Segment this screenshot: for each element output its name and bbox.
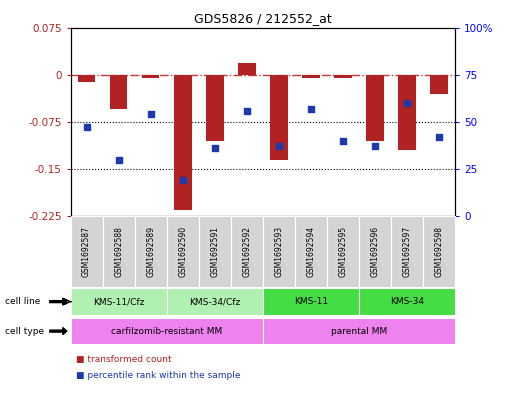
Point [306,105,315,112]
Text: GSM1692595: GSM1692595 [338,226,347,277]
Bar [135,216,167,287]
Point [339,138,347,144]
Bar [263,216,295,287]
Bar [71,288,167,315]
Bar [142,75,160,78]
Bar [167,288,263,315]
Point [83,124,91,130]
Bar [71,216,103,287]
Bar [263,288,359,315]
Bar [398,75,416,150]
Text: GSM1692597: GSM1692597 [403,226,412,277]
Bar [103,216,135,287]
Text: KMS-34/Cfz: KMS-34/Cfz [189,297,241,306]
Bar [430,75,448,94]
Bar [423,216,455,287]
Bar [270,75,288,160]
Bar [263,318,455,344]
Bar [231,216,263,287]
Bar [359,288,455,315]
Point [178,177,187,184]
Text: cell line: cell line [5,297,41,306]
Text: carfilzomib-resistant MM: carfilzomib-resistant MM [111,327,222,336]
Point [371,143,379,149]
Bar [295,216,327,287]
Text: KMS-11/Cfz: KMS-11/Cfz [93,297,144,306]
Text: GSM1692588: GSM1692588 [114,226,123,277]
Bar [206,75,223,141]
Point [275,143,283,149]
Point [211,145,219,151]
Text: GSM1692590: GSM1692590 [178,226,187,277]
Bar [334,75,351,78]
Bar [78,75,95,82]
Bar [71,318,263,344]
Point [115,156,123,163]
Text: KMS-11: KMS-11 [294,297,328,306]
Text: KMS-34: KMS-34 [390,297,424,306]
Bar [167,216,199,287]
Text: GSM1692598: GSM1692598 [435,226,444,277]
Point [146,111,155,118]
Bar [327,216,359,287]
Point [435,134,443,140]
Text: GSM1692587: GSM1692587 [82,226,91,277]
Text: GSM1692593: GSM1692593 [275,226,283,277]
Text: GSM1692594: GSM1692594 [306,226,315,277]
Point [243,107,251,114]
Text: cell type: cell type [5,327,44,336]
Text: ■ percentile rank within the sample: ■ percentile rank within the sample [76,371,241,380]
Bar [238,63,256,75]
Bar [174,75,191,210]
Text: GSM1692589: GSM1692589 [146,226,155,277]
Text: GSM1692596: GSM1692596 [370,226,379,277]
Text: parental MM: parental MM [331,327,387,336]
Bar [359,216,391,287]
Text: GSM1692592: GSM1692592 [242,226,251,277]
Text: ■ transformed count: ■ transformed count [76,355,172,364]
Bar [199,216,231,287]
Bar [366,75,384,141]
Bar [391,216,423,287]
Bar [302,75,320,78]
Title: GDS5826 / 212552_at: GDS5826 / 212552_at [194,12,332,25]
Point [403,100,411,106]
Text: GSM1692591: GSM1692591 [210,226,219,277]
Bar [110,75,128,109]
